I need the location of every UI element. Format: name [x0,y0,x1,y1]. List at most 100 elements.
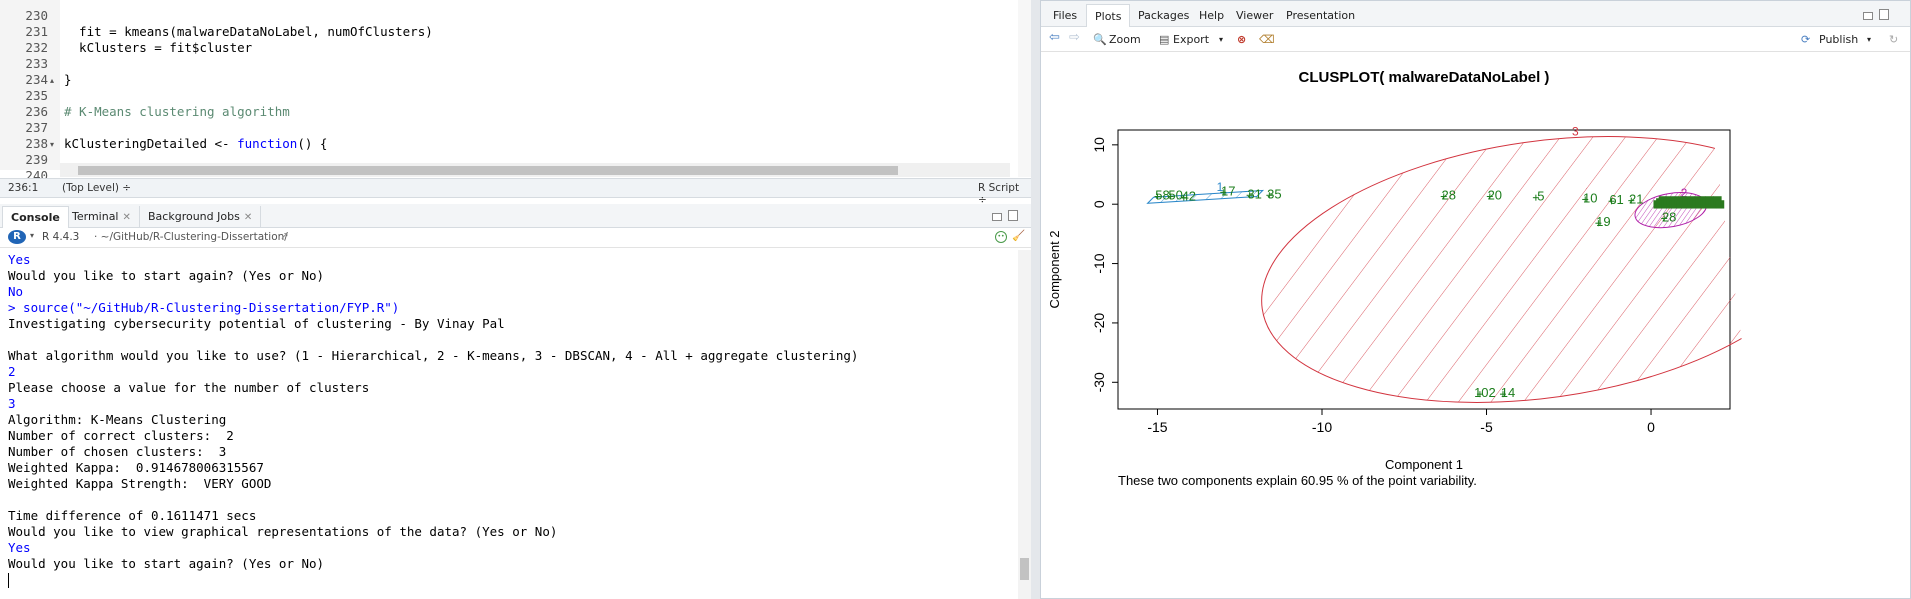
scroll-thumb[interactable] [78,166,898,175]
tab-plots[interactable]: Plots [1086,4,1131,27]
console-output[interactable]: Yes Would you like to start again? (Yes o… [0,250,1018,599]
publish-button[interactable]: Publish [1819,33,1859,46]
chevron-down-icon[interactable]: ▾ [30,231,35,240]
delete-plot-icon[interactable]: ⊗ [1237,33,1247,46]
fold-arrow-icon[interactable]: ▴ [50,76,55,85]
export-button[interactable]: Export [1173,33,1210,46]
data-point-label: 5 [1537,189,1544,204]
tab-packages[interactable]: Packages [1130,4,1197,27]
maximize-icon[interactable] [1879,9,1889,20]
code-line[interactable]: # K-Means clustering algorithm [64,104,290,119]
zoom-icon[interactable]: 🔍 [1093,33,1107,46]
code-line[interactable]: fit = kmeans(malwareDataNoLabel, numOfCl… [64,24,433,39]
clusplot-chart: CLUSPLOT( malwareDataNoLabel ) -15 -10 -5 0 1… [1047,69,1748,488]
forward-arrow-icon[interactable]: ⇨ [1069,30,1080,45]
console-input-line: Yes [8,540,31,555]
cluster-band [1146,189,1265,204]
tab-label: Packages [1138,9,1190,22]
tab-console[interactable]: Console [2,206,69,228]
code-keyword: function [237,136,298,151]
console-output-line: Time difference of 0.1611471 secs [8,508,257,523]
filetype-selector[interactable]: R Script ÷ [978,182,1020,206]
data-point-dense: ◼ [1715,197,1725,211]
line-number: 238 [25,136,48,151]
x-tick-label: 0 [1647,419,1655,435]
data-point-label: 31 [1247,186,1261,201]
data-point-dense: ◼ [1694,195,1704,209]
console-tabbar: Console Terminal ✕ Background Jobs ✕ [0,204,1031,228]
working-directory[interactable]: · ~/GitHub/R-Clustering-Dissertation/ [94,231,288,243]
data-point-dense: ◼ [1713,193,1723,207]
data-point-dense: ◼ [1697,193,1707,207]
refresh-icon[interactable]: ↻ [1889,33,1899,46]
chevron-down-icon[interactable]: ▾ [1219,35,1224,44]
tab-label: Files [1053,9,1078,22]
data-point-label: 21 [1629,192,1643,207]
console-output-line: Number of correct clusters: 2 [8,428,234,443]
tab-viewer[interactable]: Viewer [1228,4,1281,27]
broom-icon[interactable]: ⌫ [1259,33,1275,46]
console-output-line: Would you like to start again? (Yes or N… [8,556,325,571]
data-point-label: 50 [1168,187,1182,202]
line-number: 231 [25,24,48,39]
editor-horizontal-scrollbar[interactable] [60,163,1010,177]
line-number: 237 [25,120,48,135]
chart-title: CLUSPLOT( malwareDataNoLabel ) [1299,69,1550,86]
editor-vertical-scrollbar[interactable] [1018,0,1031,177]
line-number: 232 [25,40,48,55]
tab-background-jobs[interactable]: Background Jobs ✕ [140,206,262,228]
fold-arrow-icon[interactable]: ▾ [50,140,55,149]
viewer-tabbar: Files Plots Packages Help Viewer Present… [1041,1,1910,27]
data-point-label: 19 [1596,214,1610,229]
minimize-icon[interactable] [992,213,1002,221]
data-point-label: 28 [1662,209,1676,224]
tab-terminal[interactable]: Terminal ✕ [64,206,140,228]
clear-console-icon[interactable]: 🧹 [1012,230,1026,242]
code-line[interactable]: kClusteringDetailed <- function() { [64,136,327,151]
pane-splitter[interactable] [1031,0,1040,599]
code-text: () { [297,136,328,151]
console-vertical-scrollbar[interactable] [1018,250,1031,599]
scroll-thumb[interactable] [1020,558,1029,580]
x-tick-label: -10 [1312,419,1332,435]
variability-caption: These two components explain 60.95 % of … [1118,473,1477,488]
data-point-dense: ◼ [1686,195,1696,209]
publish-icon[interactable]: ⟳ [1801,33,1811,46]
tab-label: Terminal [72,210,119,223]
data-point-dense: ◼ [1710,195,1720,209]
close-icon[interactable]: ✕ [243,212,253,223]
console-output-line: Number of chosen clusters: 3 [8,444,227,459]
data-point-dense: ◼ [1663,195,1673,209]
tab-files[interactable]: Files [1045,4,1085,27]
minimize-icon[interactable] [1863,12,1873,20]
console-cursor [8,573,9,588]
tab-label: Viewer [1236,9,1274,22]
close-icon[interactable]: ✕ [122,212,131,223]
zoom-button[interactable]: Zoom [1109,33,1141,46]
data-point-dense: ◼ [1681,193,1691,207]
console-output-line: Would you like to start again? (Yes or N… [8,268,325,283]
export-icon[interactable]: ▤ [1159,33,1170,46]
scope-selector[interactable]: (Top Level) ÷ [62,182,132,194]
console-output-line: Weighted Kappa: 0.914678006315567 [8,460,264,475]
tab-help[interactable]: Help [1191,4,1232,27]
code-line[interactable]: } [64,72,72,87]
editor-status-bar: 236:1 (Top Level) ÷ R Script ÷ [0,178,1031,206]
status-icon: •• [995,231,1007,243]
tab-presentation[interactable]: Presentation [1278,4,1363,27]
y-tick-label: -10 [1091,253,1107,273]
code-line[interactable]: kClusters = fit$cluster [64,40,252,55]
line-number: 233 [25,56,48,71]
data-point-dense: ◼ [1655,195,1665,209]
r-logo-icon: R [8,230,26,244]
data-point-label: 14 [1501,385,1515,400]
source-editor[interactable]: 230 231 232 233 234 ▴ 235 236 237 238 ▾ 239 240 fit … [0,0,1031,183]
data-point-label: 17 [1221,183,1235,198]
chevron-down-icon[interactable]: ▾ [1867,35,1872,44]
goto-directory-icon[interactable]: ↗ [280,230,289,242]
data-point-dense: ◼ [1707,197,1717,211]
back-arrow-icon[interactable]: ⇦ [1049,30,1060,45]
console-output-line: Algorithm: K-Means Clustering [8,412,227,427]
code-text: } [64,72,72,87]
maximize-icon[interactable] [1008,210,1018,221]
